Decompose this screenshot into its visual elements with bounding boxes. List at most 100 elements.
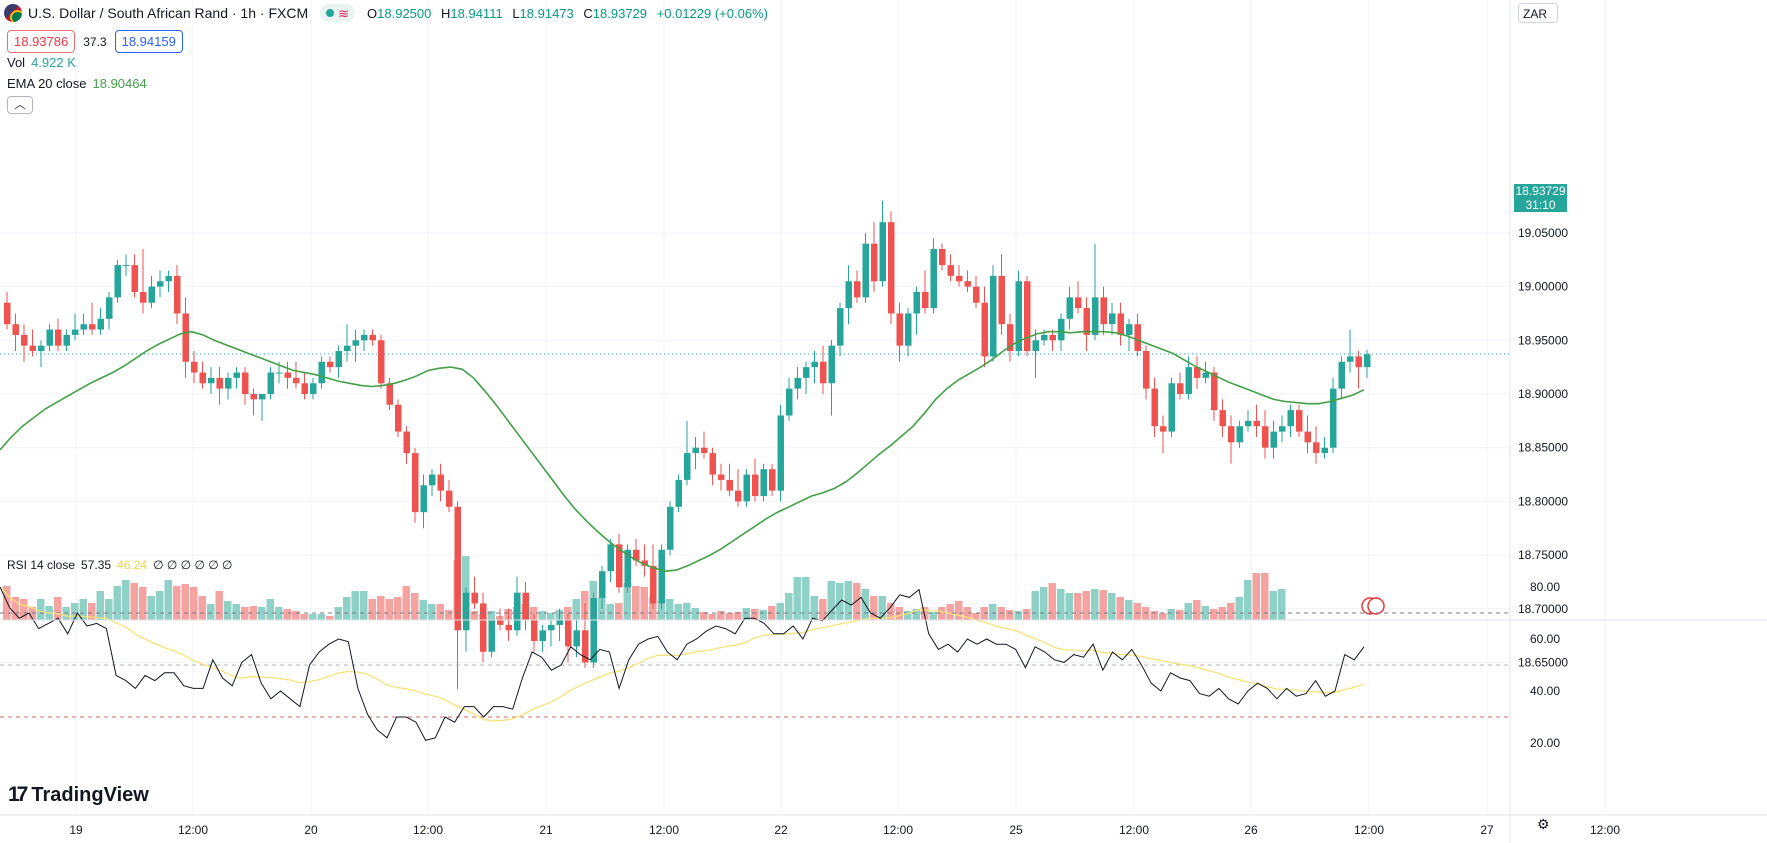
candle-body [896,313,903,346]
rsi-ma-line [0,586,1365,722]
candle-body [1075,297,1082,309]
candle-body [157,281,164,287]
rsi-pane [0,586,1510,741]
candle-body [29,345,36,352]
candle-body [293,377,300,384]
candle-body [1355,356,1362,368]
settings-gear-icon[interactable]: ⚙ [1537,816,1550,832]
currency-selector[interactable]: ZAR [1518,3,1558,23]
candle-body [1092,297,1099,335]
rsi-tick-label: 40.00 [1530,684,1560,698]
rsi-legend[interactable]: RSI 14 close 57.35 46.24 ∅ ∅ ∅ ∅ ∅ ∅ [7,558,233,572]
volume-legend[interactable]: Vol 4.922 K [7,55,76,70]
candle-body [165,275,172,282]
volume-bar [844,581,852,620]
volume-bar [147,596,155,620]
volume-bar [54,597,62,620]
price-tick-label: 18.80000 [1518,494,1568,508]
candle-body [429,474,436,486]
candle-body [1296,410,1303,432]
volume-bar [198,596,206,620]
volume-bar [538,611,546,620]
candle-body [250,394,257,400]
candle-body [140,291,147,303]
ema-polyline [0,330,1365,573]
volume-bar [1167,609,1175,620]
candle-body [1194,367,1201,378]
volume-bar [564,607,572,620]
volume-bar [751,609,759,620]
candle-body [1219,410,1226,427]
ema-line [0,330,1365,573]
volume-bar [1244,580,1252,620]
collapse-legend-button[interactable]: ︿ [7,96,33,114]
volume-bar [292,611,300,620]
candle-body [1287,410,1294,427]
candle-body [888,222,895,314]
candle-body [284,372,291,378]
candle-body [335,351,342,368]
candle-body [420,485,427,513]
volume-bar [1048,583,1056,620]
candle-body [1304,431,1311,443]
candle-body [403,431,410,454]
volume-bar [181,584,189,620]
candle-body [1066,297,1073,319]
volume-bar [37,599,45,620]
market-status-pill[interactable]: ≋ [320,4,356,22]
volume-bar [283,609,291,620]
tradingview-logo[interactable]: 17 TradingView [8,783,149,806]
candle-body [1270,431,1277,448]
candle-body [803,367,810,378]
time-tick-label: 20 [304,823,318,837]
time-tick-label: 26 [1244,823,1258,837]
candle-body [879,222,886,282]
volume-bar [1108,593,1116,620]
volume-bar [725,613,733,620]
candle-body [1015,281,1022,352]
volume-bar [955,601,963,620]
buy-button[interactable]: 18.94159 [114,30,183,53]
sell-button[interactable]: 18.93786 [7,30,76,53]
volume-bar [317,614,325,620]
rsi-line [0,586,1365,741]
volume-bar [1091,589,1099,620]
candle-body [148,286,155,303]
candle-body [947,265,954,276]
candle-body [752,474,759,497]
volume-bar [1184,603,1192,620]
volume-bar [912,609,920,620]
volume-bar [275,607,283,620]
volume-bar [249,606,257,620]
volume-bar [819,599,827,620]
volume-bar [79,599,87,620]
candle-body [1024,281,1031,352]
volume-bar [1074,593,1082,620]
candle-body [480,603,487,652]
spread-value: 37.3 [83,34,107,49]
volume-bar [1116,597,1124,620]
volume-bar [105,599,113,620]
candle-body [80,324,87,330]
candle-body [1058,318,1065,341]
candle-body [1338,361,1345,389]
volume-bar [402,586,410,620]
volume-bar [139,587,147,620]
volume-bar [419,600,427,620]
candle-body [12,324,19,335]
price-tick-label: 18.70000 [1518,602,1568,616]
symbol-title[interactable]: U.S. Dollar / South African Rand · 1h · … [28,5,309,21]
volume-bar [1252,573,1260,620]
volume-bar [1193,600,1201,620]
volume-bar [632,586,640,620]
volume-bar [674,604,682,620]
candle-body [38,345,45,352]
candle-body [1236,426,1243,443]
candle-body [633,549,640,561]
ema-legend[interactable]: EMA 20 close 18.90464 [7,76,147,91]
time-tick-label: 12:00 [178,823,208,837]
time-tick-label: 19 [69,823,83,837]
candle-body [471,592,478,604]
candle-body [820,361,827,384]
